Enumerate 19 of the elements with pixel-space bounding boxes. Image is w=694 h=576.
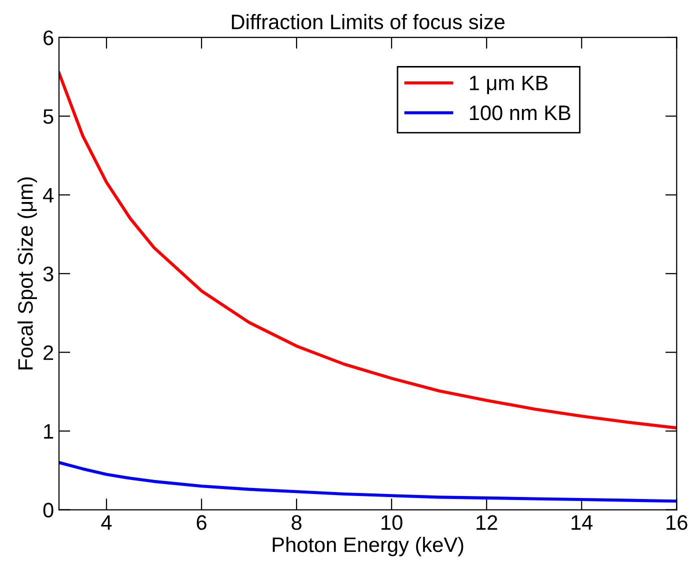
- y-tick-label: 3: [43, 266, 54, 282]
- y-tick-label: 1: [44, 424, 54, 439]
- y-tick-label: 2: [44, 345, 54, 360]
- x-tick-label: 14: [572, 515, 593, 530]
- legend-label: 100 nm KB: [470, 105, 570, 120]
- y-tick-label: 5: [43, 109, 54, 124]
- x-tick-label: 6: [196, 515, 206, 530]
- x-tick-label: 16: [666, 515, 688, 530]
- chart-title: Diffraction Limits of focus size: [232, 14, 504, 30]
- x-axis-title: Photon Energy (keV): [272, 536, 464, 556]
- x-tick-label: 12: [476, 515, 498, 530]
- x-tick-label: 8: [292, 515, 302, 530]
- y-tick-label: 0: [43, 502, 54, 518]
- y-axis-title: Focal Spot Size (μm): [18, 177, 37, 370]
- legend-label: 1 μm KB: [470, 76, 548, 94]
- x-tick-label: 4: [101, 515, 112, 530]
- y-tick-label: 6: [44, 30, 54, 46]
- y-tick-label: 4: [43, 188, 54, 202]
- x-tick-label: 10: [382, 515, 402, 530]
